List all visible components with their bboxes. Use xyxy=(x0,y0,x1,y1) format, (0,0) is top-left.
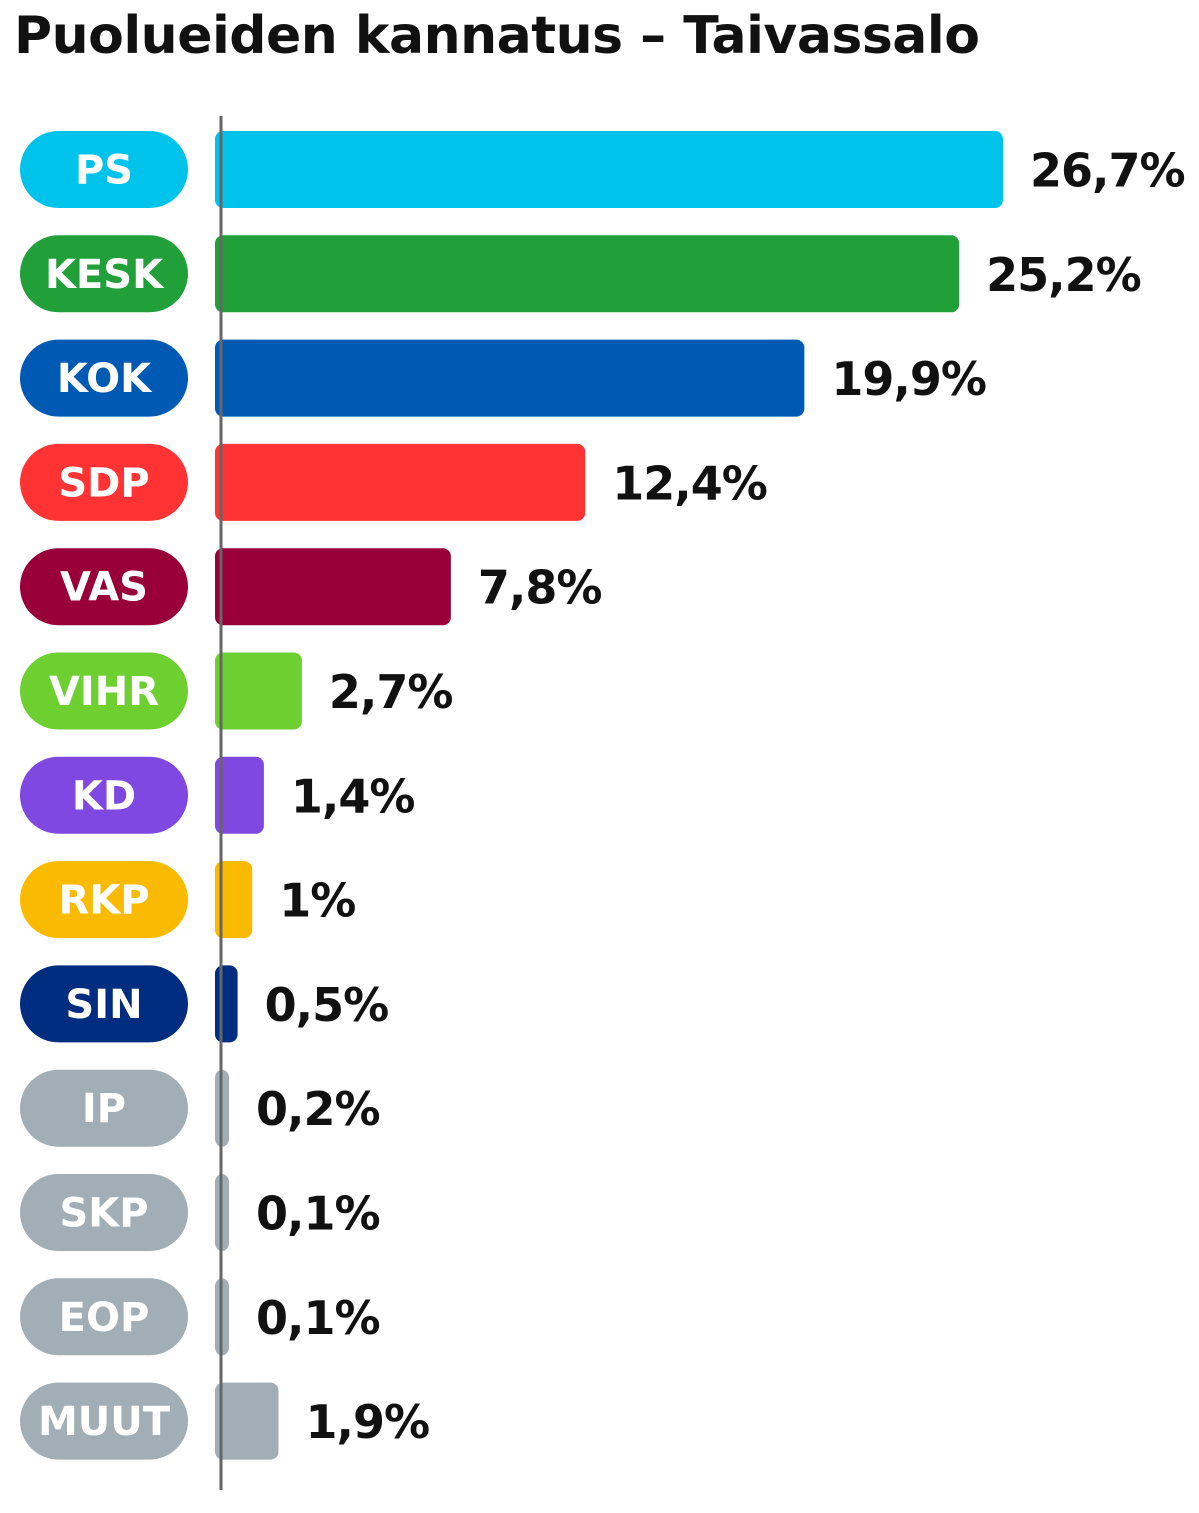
bar-vas xyxy=(215,548,451,626)
bar-vihr xyxy=(215,652,302,730)
value-label-sdp: 12,4% xyxy=(612,456,767,510)
category-label-vihr: VIHR xyxy=(49,669,159,715)
value-label-kesk: 25,2% xyxy=(986,248,1141,302)
bar-kd xyxy=(215,756,264,834)
category-pill-rkp xyxy=(20,861,188,939)
category-label-vas: VAS xyxy=(60,565,148,611)
category-pill-eop xyxy=(20,1278,188,1356)
value-label-skp: 0,1% xyxy=(256,1187,380,1241)
category-label-rkp: RKP xyxy=(58,878,149,924)
value-label-vihr: 2,7% xyxy=(329,665,453,719)
category-pill-kesk xyxy=(20,235,188,313)
category-pill-vas xyxy=(20,548,188,626)
value-label-kd: 1,4% xyxy=(291,769,415,823)
category-pill-kok xyxy=(20,339,188,417)
category-pill-ip xyxy=(20,1069,188,1147)
category-pill-sdp xyxy=(20,443,188,521)
category-pill-skp xyxy=(20,1174,188,1251)
category-label-muut: MUUT xyxy=(38,1399,171,1445)
bar-rkp xyxy=(215,861,253,939)
value-label-muut: 1,9% xyxy=(306,1395,430,1449)
category-label-kok: KOK xyxy=(57,356,153,402)
category-pill-vihr xyxy=(20,652,188,730)
category-pill-ps xyxy=(20,131,188,208)
bar-muut xyxy=(215,1382,279,1460)
category-pill-kd xyxy=(20,756,188,834)
value-label-ip: 0,2% xyxy=(256,1082,380,1136)
category-label-skp: SKP xyxy=(59,1191,148,1237)
bar-kesk xyxy=(215,235,960,313)
bar-ps xyxy=(215,131,1003,208)
category-label-ps: PS xyxy=(75,148,133,194)
category-label-eop: EOP xyxy=(59,1295,150,1341)
category-label-sdp: SDP xyxy=(58,460,149,506)
value-label-sin: 0,5% xyxy=(265,978,389,1032)
category-pill-sin xyxy=(20,965,188,1043)
bar-sdp xyxy=(215,443,586,521)
value-label-kok: 19,9% xyxy=(831,352,986,406)
category-label-kesk: KESK xyxy=(45,252,165,298)
value-label-rkp: 1% xyxy=(279,874,355,928)
value-label-ps: 26,7% xyxy=(1030,144,1185,198)
chart-title: Puolueiden kannatus – Taivassalo xyxy=(14,6,980,66)
bar-sin xyxy=(215,965,238,1043)
category-label-kd: KD xyxy=(72,773,136,819)
category-label-sin: SIN xyxy=(65,982,142,1028)
bar-kok xyxy=(215,339,805,417)
category-label-ip: IP xyxy=(82,1086,126,1132)
value-label-vas: 7,8% xyxy=(478,561,602,615)
category-pill-muut xyxy=(20,1382,188,1460)
value-label-eop: 0,1% xyxy=(256,1291,380,1345)
